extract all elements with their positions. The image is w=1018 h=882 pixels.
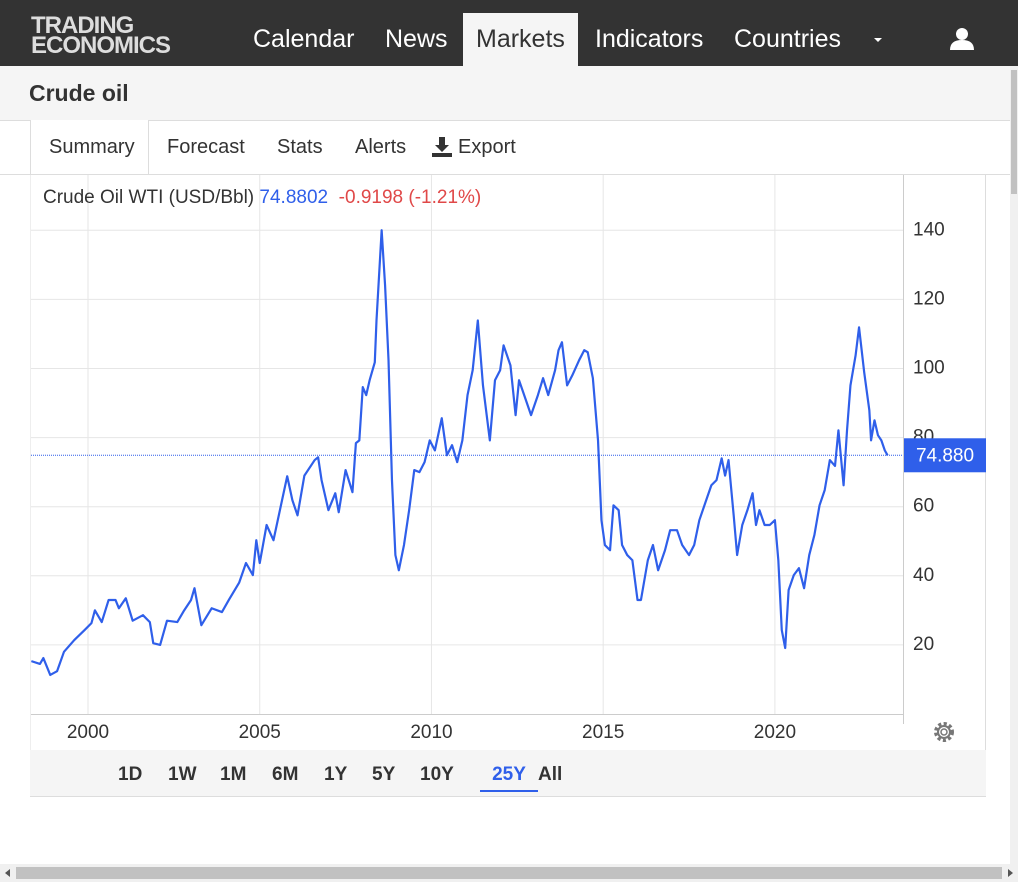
tab[interactable]: Alerts [355,136,407,158]
y-tick-label: 100 [913,358,945,379]
range-button[interactable]: 1Y [324,764,348,785]
nav-item[interactable]: Indicators [595,25,704,53]
divider [0,174,1014,175]
y-tick-label: 60 [913,496,934,517]
h-scrollbar[interactable] [0,864,1018,882]
x-tick-label: 2005 [239,722,281,743]
y-tick-label: 120 [913,288,945,309]
y-tick-label: 20 [913,634,934,655]
x-tick-label: 2000 [67,722,109,743]
export-icon[interactable] [431,136,453,158]
x-tick-label: 2015 [582,722,624,743]
x-tick-label: 2010 [410,722,452,743]
nav-item[interactable]: Markets [463,13,578,66]
range-button[interactable]: 1W [168,764,197,785]
dropdown-caret[interactable] [872,36,884,44]
instrument-name: Crude Oil WTI (USD/Bbl) [43,187,255,208]
current-price-box [904,438,986,473]
price-line [31,229,889,677]
settings-icon[interactable] [934,722,954,742]
price-change-pct: (-1.21%) [408,187,482,208]
range-selector: 1D 1W 1M 6M 1Y 5Y 10Y 25Y All [30,750,986,797]
nav-item[interactable]: Countries [734,25,841,53]
range-button[interactable]: 6M [272,764,299,785]
range-button[interactable]: 25Y [480,764,538,792]
page-title: Crude oil [29,80,129,106]
logo[interactable]: ECONOMICS [31,32,171,59]
range-button[interactable]: All [538,764,563,785]
range-button[interactable]: 1D [118,764,143,785]
tab[interactable]: Summary [30,120,149,175]
nav-item[interactable]: Calendar [253,25,355,53]
tab[interactable]: Forecast [167,136,245,158]
top-nav: TRADING ECONOMICS Calendar News Markets … [0,0,1018,66]
last-price: 74.8802 [259,187,329,208]
logo[interactable]: TRADING [31,12,134,39]
nav-item[interactable]: News [385,25,448,53]
range-button[interactable]: 5Y [372,764,396,785]
range-button[interactable]: 1M [220,764,247,785]
user-icon[interactable] [949,26,975,52]
tab[interactable]: Export [458,136,516,158]
x-tick-label: 2020 [754,722,796,743]
price-change: -0.9198 [338,187,404,208]
current-price-label: 74.880 [916,445,974,466]
tab[interactable]: Stats [277,136,323,158]
quote-header: Crude Oil WTI (USD/Bbl) 74.8802 -0.9198 … [43,187,481,209]
y-tick-label: 40 [913,565,934,586]
y-tick-label: 140 [913,219,945,240]
range-button[interactable]: 10Y [420,764,454,785]
v-scrollbar[interactable] [1010,66,1018,864]
title-bar: Crude oil [0,66,1010,121]
